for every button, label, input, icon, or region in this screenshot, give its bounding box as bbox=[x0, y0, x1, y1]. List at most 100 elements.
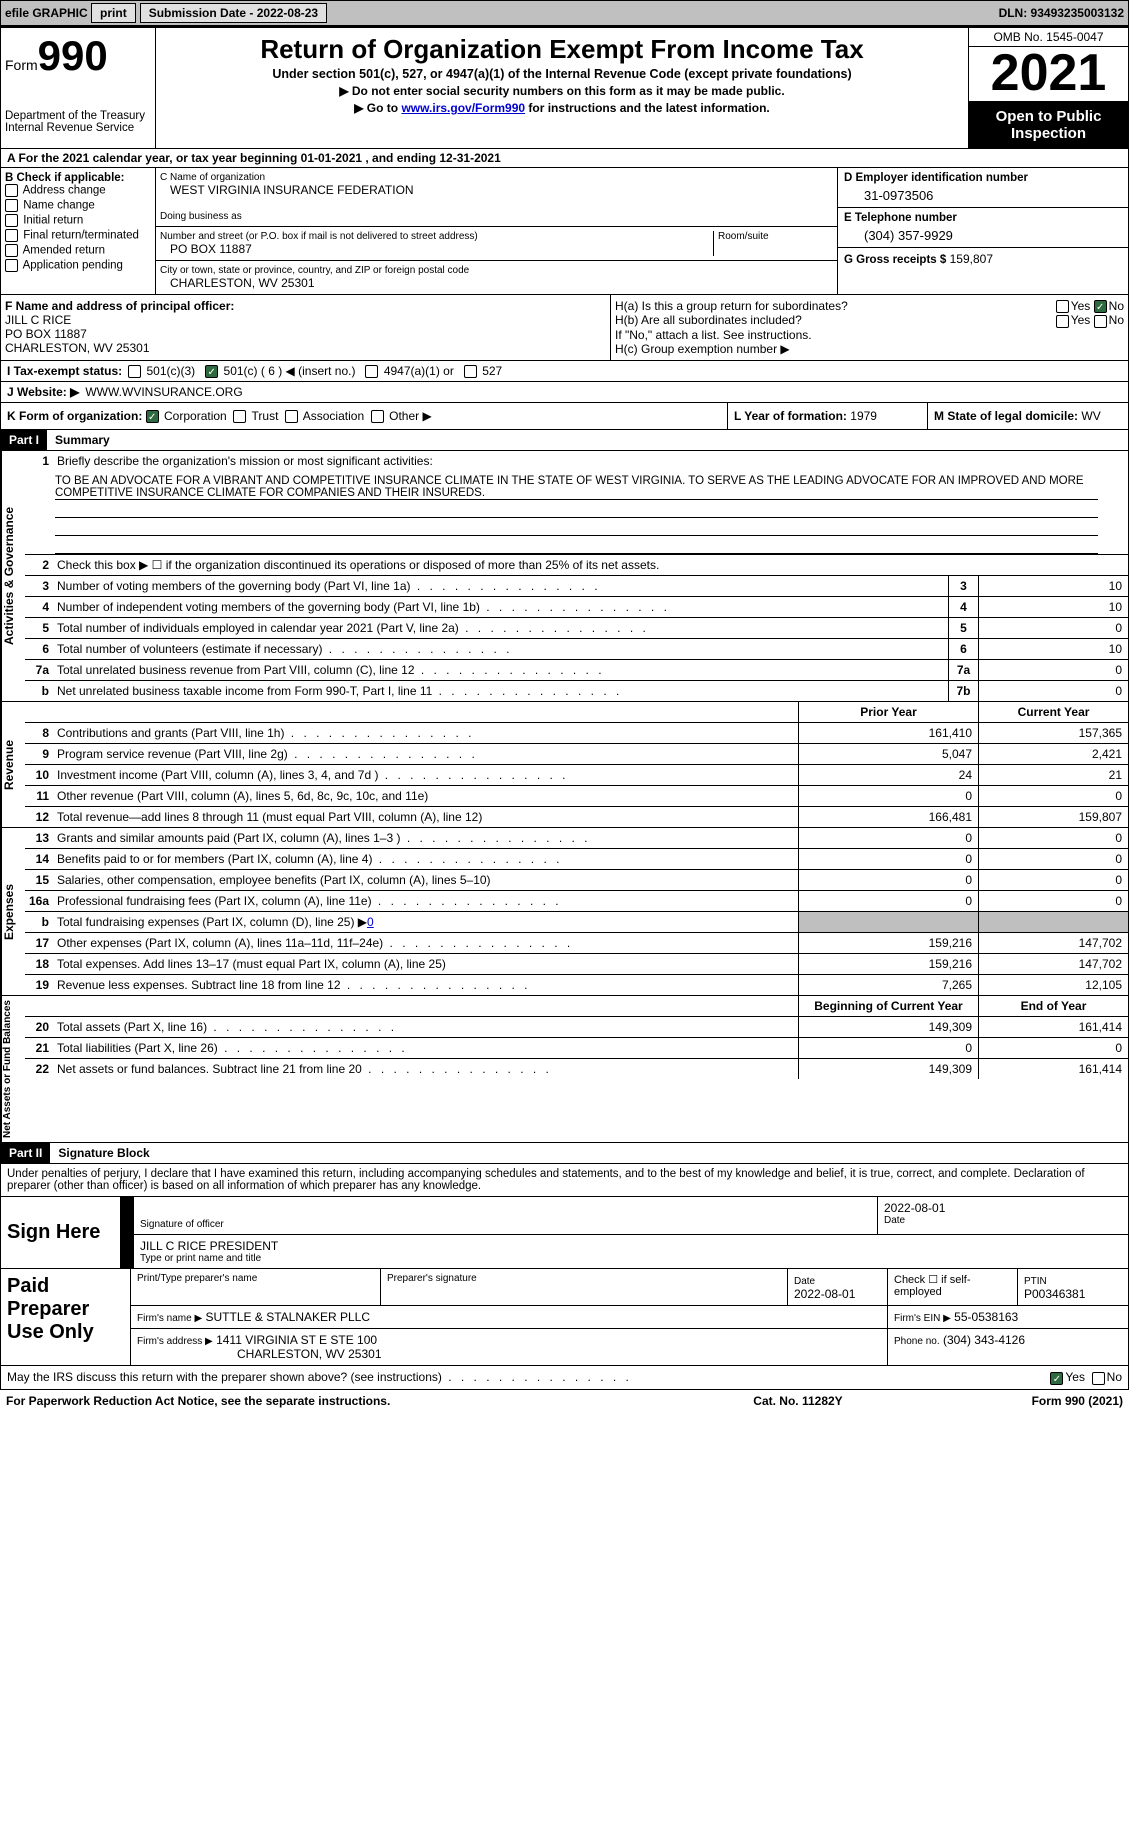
hb-yes[interactable] bbox=[1056, 315, 1069, 328]
gross-label: G Gross receipts $ bbox=[844, 254, 946, 266]
check-self: Check ☐ if self-employed bbox=[888, 1269, 1018, 1305]
form-title: Return of Organization Exempt From Incom… bbox=[166, 34, 958, 65]
checkbox-initial[interactable] bbox=[5, 214, 18, 227]
l13c: 0 bbox=[978, 828, 1128, 848]
year-form-label: L Year of formation: bbox=[734, 409, 847, 423]
cb-4947[interactable] bbox=[365, 365, 378, 378]
l17c: 147,702 bbox=[978, 933, 1128, 953]
l18: Total expenses. Add lines 13–17 (must eq… bbox=[53, 954, 798, 974]
cb-corp[interactable]: ✓ bbox=[146, 410, 159, 423]
l21: Total liabilities (Part X, line 26) bbox=[53, 1038, 798, 1058]
submission-date: Submission Date - 2022-08-23 bbox=[140, 3, 327, 23]
firm-name: SUTTLE & STALNAKER PLLC bbox=[206, 1310, 371, 1324]
cb-other[interactable] bbox=[371, 410, 384, 423]
side-governance: Activities & Governance bbox=[1, 451, 25, 701]
cb-501c3[interactable] bbox=[128, 365, 141, 378]
ssn-note: ▶ Do not enter social security numbers o… bbox=[166, 84, 958, 98]
l8: Contributions and grants (Part VIII, lin… bbox=[53, 723, 798, 743]
gross-value: 159,807 bbox=[950, 252, 993, 266]
l19p: 7,265 bbox=[798, 975, 978, 995]
penalty-statement: Under penalties of perjury, I declare th… bbox=[0, 1164, 1129, 1197]
l8c: 157,365 bbox=[978, 723, 1128, 743]
addr-value: PO BOX 11887 bbox=[160, 242, 713, 256]
l8p: 161,410 bbox=[798, 723, 978, 743]
sig-date: 2022-08-01 bbox=[884, 1201, 1122, 1215]
principal-city: CHARLESTON, WV 25301 bbox=[5, 341, 606, 355]
activities-governance: Activities & Governance 1 Briefly descri… bbox=[0, 451, 1129, 702]
l4: Number of independent voting members of … bbox=[53, 597, 948, 617]
prior-year-hdr: Prior Year bbox=[798, 702, 978, 722]
check-applicable: B Check if applicable: Address change Na… bbox=[1, 168, 156, 294]
l6v: 10 bbox=[978, 639, 1128, 659]
end-year-hdr: End of Year bbox=[978, 996, 1128, 1016]
l21c: 0 bbox=[978, 1038, 1128, 1058]
goto-note: ▶ Go to www.irs.gov/Form990 for instruct… bbox=[166, 101, 958, 115]
principal-label: F Name and address of principal officer: bbox=[5, 299, 606, 313]
print-button[interactable]: print bbox=[91, 3, 136, 23]
sig-officer-label: Signature of officer bbox=[140, 1219, 871, 1230]
l1-label: Briefly describe the organization's miss… bbox=[53, 451, 1128, 471]
checkbox-name[interactable] bbox=[5, 199, 18, 212]
discuss-no[interactable] bbox=[1092, 1372, 1105, 1385]
ha-no[interactable]: ✓ bbox=[1094, 300, 1107, 313]
name-title-label: Type or print name and title bbox=[140, 1253, 1122, 1264]
l20c: 161,414 bbox=[978, 1017, 1128, 1037]
state-label: M State of legal domicile: bbox=[934, 409, 1078, 423]
dln: DLN: 93493235003132 bbox=[999, 6, 1124, 20]
tel-value: (304) 357-9929 bbox=[844, 224, 1122, 243]
part2-header-row: Part II Signature Block bbox=[0, 1143, 1129, 1164]
cb-assoc[interactable] bbox=[285, 410, 298, 423]
sign-here-label: Sign Here bbox=[1, 1197, 121, 1268]
checkbox-app[interactable] bbox=[5, 259, 18, 272]
hb-no[interactable] bbox=[1094, 315, 1107, 328]
l16ap: 0 bbox=[798, 891, 978, 911]
checkbox-final[interactable] bbox=[5, 229, 18, 242]
principal-group-row: F Name and address of principal officer:… bbox=[0, 295, 1129, 361]
l12p: 166,481 bbox=[798, 807, 978, 827]
l14: Benefits paid to or for members (Part IX… bbox=[53, 849, 798, 869]
l7bv: 0 bbox=[978, 681, 1128, 701]
paperwork-notice: For Paperwork Reduction Act Notice, see … bbox=[6, 1394, 673, 1408]
l12: Total revenue—add lines 8 through 11 (mu… bbox=[53, 807, 798, 827]
l13: Grants and similar amounts paid (Part IX… bbox=[53, 828, 798, 848]
l18c: 147,702 bbox=[978, 954, 1128, 974]
principal-addr: PO BOX 11887 bbox=[5, 327, 606, 341]
prep-name-label: Print/Type preparer's name bbox=[131, 1269, 381, 1305]
cb-501c[interactable]: ✓ bbox=[205, 365, 218, 378]
l9p: 5,047 bbox=[798, 744, 978, 764]
l3: Number of voting members of the governin… bbox=[53, 576, 948, 596]
l7av: 0 bbox=[978, 660, 1128, 680]
discuss-row: May the IRS discuss this return with the… bbox=[0, 1366, 1129, 1389]
part1-title: Summary bbox=[47, 430, 118, 450]
l21p: 0 bbox=[798, 1038, 978, 1058]
l10c: 21 bbox=[978, 765, 1128, 785]
checkbox-amended[interactable] bbox=[5, 244, 18, 257]
form-subtitle: Under section 501(c), 527, or 4947(a)(1)… bbox=[166, 67, 958, 81]
form-label: Form bbox=[5, 57, 38, 73]
discuss-yes[interactable]: ✓ bbox=[1050, 1372, 1063, 1385]
arrow-icon bbox=[121, 1235, 134, 1268]
dba-label: Doing business as bbox=[160, 211, 833, 222]
firm-addr2: CHARLESTON, WV 25301 bbox=[137, 1347, 382, 1361]
l10p: 24 bbox=[798, 765, 978, 785]
l22p: 149,309 bbox=[798, 1059, 978, 1079]
checkbox-address[interactable] bbox=[5, 184, 18, 197]
ha-yes[interactable] bbox=[1056, 300, 1069, 313]
cb-527[interactable] bbox=[464, 365, 477, 378]
l16b: Total fundraising expenses (Part IX, col… bbox=[53, 912, 798, 932]
hc-label: H(c) Group exemption number ▶ bbox=[615, 342, 1124, 356]
state-value: WV bbox=[1081, 409, 1100, 423]
dept-treasury: Department of the Treasury bbox=[5, 110, 145, 122]
l16b-grey1 bbox=[798, 912, 978, 932]
firm-ein: 55-0538163 bbox=[954, 1310, 1018, 1324]
irs-label: Internal Revenue Service bbox=[5, 122, 134, 134]
cb-trust[interactable] bbox=[233, 410, 246, 423]
website-label: J Website: ▶ bbox=[7, 385, 79, 399]
prep-sig-label: Preparer's signature bbox=[381, 1269, 788, 1305]
irs-link[interactable]: www.irs.gov/Form990 bbox=[401, 101, 525, 115]
l17p: 159,216 bbox=[798, 933, 978, 953]
l9: Program service revenue (Part VIII, line… bbox=[53, 744, 798, 764]
tax-year: 2021 bbox=[969, 47, 1128, 102]
open-to-public: Open to Public Inspection bbox=[969, 102, 1128, 148]
l22: Net assets or fund balances. Subtract li… bbox=[53, 1059, 798, 1079]
